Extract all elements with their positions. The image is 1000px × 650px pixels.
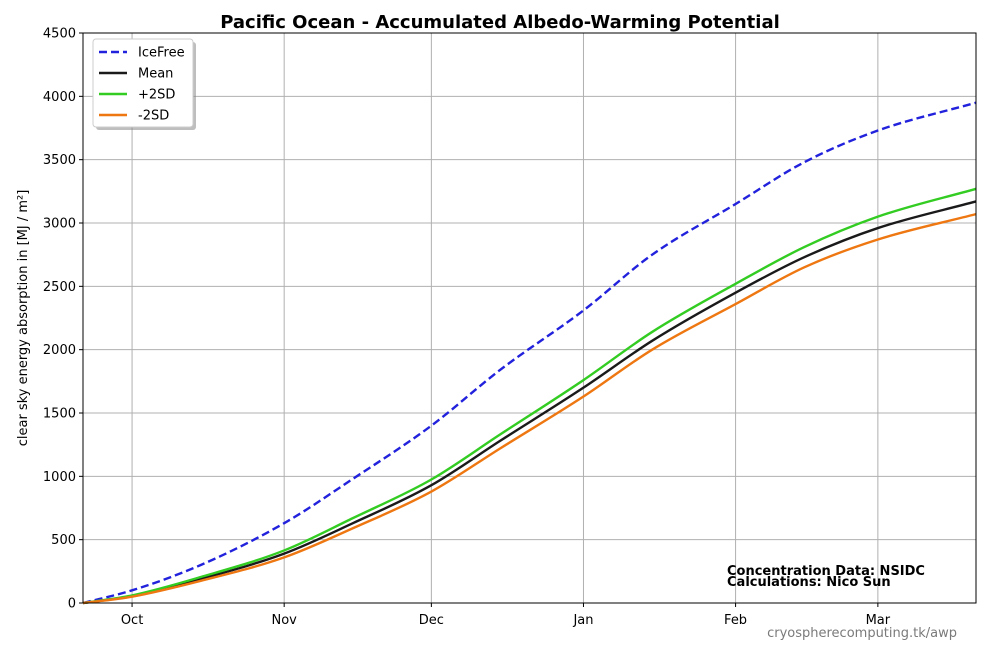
y-tick-label: 4000 [43,90,76,105]
series-line-icefree [82,101,977,605]
legend-box [92,38,194,128]
y-axis-label: clear sky energy absorption in [MJ / m²] [16,190,31,447]
x-tick-label: Oct [121,613,143,628]
y-tick-label: 3000 [43,217,76,232]
y-tick-label: 3500 [43,153,76,168]
legend-label: IceFree [138,46,185,61]
grid [83,32,976,604]
annotation-concentration: Concentration Data: NSIDC [727,564,925,579]
series-lines [82,101,977,605]
y-tick-label: 2000 [43,343,76,358]
y-axis-ticks: 0 500 1000 1500 2000 2500 3000 3500 4000 4500 [43,27,83,612]
x-tick-label: Nov [271,613,297,628]
legend-label: +2SD [138,88,175,103]
chart-title: Pacific Ocean - Accumulated Albedo-Warmi… [220,12,780,33]
x-axis-ticks: Oct Nov Dec Jan Feb Mar [121,603,891,628]
series-line-mean [82,200,977,605]
legend: IceFree Mean +2SD -2SD [92,38,196,130]
x-tick-label: Feb [724,613,747,628]
legend-label: -2SD [138,109,169,124]
legend-label: Mean [138,67,173,82]
x-tick-label: Dec [419,613,444,628]
y-tick-label: 1500 [43,407,76,422]
x-tick-label: Jan [572,613,593,628]
legend-items: IceFree Mean +2SD -2SD [99,46,185,124]
plot-area-frame [82,32,977,604]
x-tick-label: Mar [866,613,891,628]
y-tick-label: 4500 [43,27,76,42]
series-line-2sd [82,187,977,605]
source-url: cryospherecomputing.tk/awp [767,626,957,641]
y-tick-label: 1000 [43,470,76,485]
y-tick-label: 2500 [43,280,76,295]
y-tick-label: 500 [51,533,76,548]
series-line-2sd [82,212,977,605]
y-tick-label: 0 [68,597,76,612]
annotation-calculations: Calculations: Nico Sun [727,575,891,590]
